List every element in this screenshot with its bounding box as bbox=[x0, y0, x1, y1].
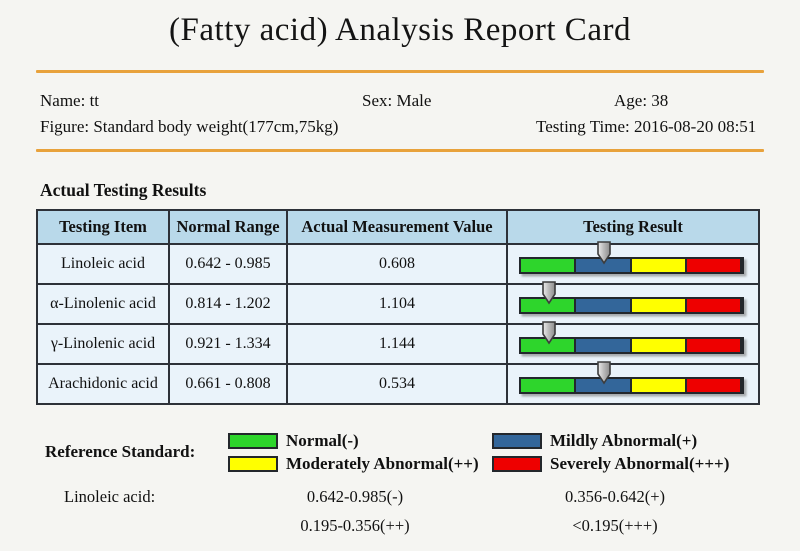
result-marker-icon bbox=[541, 281, 556, 305]
table-row: γ-Linolenic acid 0.921 - 1.334 1.144 bbox=[36, 321, 760, 365]
bar-segment-severely-abnormal bbox=[686, 379, 742, 392]
result-bar bbox=[519, 241, 744, 274]
legend-entry-label: Moderately Abnormal(++) bbox=[286, 454, 479, 473]
bar-segment-normal bbox=[521, 379, 577, 392]
mildly-abnormal-color-swatch bbox=[492, 433, 542, 449]
bar-segment-severely-abnormal bbox=[686, 299, 742, 312]
moderately-abnormal-color-swatch bbox=[228, 456, 278, 472]
col-header-testing-item: Testing Item bbox=[36, 209, 170, 245]
normal-color-swatch bbox=[228, 433, 278, 449]
measured-value-cell: 1.104 bbox=[286, 283, 508, 325]
legend-entry-moderately-abnormal: Moderately Abnormal(++) bbox=[228, 454, 479, 474]
legend-entry-mildly-abnormal: Mildly Abnormal(+) bbox=[492, 431, 697, 451]
testing-result-cell bbox=[506, 281, 760, 325]
legend-entry-label: Mildly Abnormal(+) bbox=[550, 431, 698, 450]
legend-entry-label: Severely Abnormal(+++) bbox=[550, 454, 730, 473]
bar-segment-mildly-abnormal bbox=[576, 379, 632, 392]
testing-item-cell: Linoleic acid bbox=[36, 243, 170, 285]
reference-standard-label: Reference Standard: bbox=[45, 442, 196, 461]
page-title: (Fatty acid) Analysis Report Card bbox=[169, 12, 631, 48]
table-header-row: Testing Item Normal Range Actual Measure… bbox=[36, 209, 760, 245]
measured-value-cell: 1.144 bbox=[286, 323, 508, 365]
legend-entry-normal: Normal(-) bbox=[228, 431, 359, 451]
table-row: α-Linolenic acid 0.814 - 1.202 1.104 bbox=[36, 281, 760, 325]
reference-item-label: Linoleic acid: bbox=[64, 487, 156, 506]
result-marker-icon bbox=[597, 361, 611, 385]
bar-segment-normal bbox=[521, 299, 577, 312]
testing-result-cell bbox=[506, 361, 760, 405]
testing-result-cell bbox=[506, 241, 760, 285]
measured-value-cell: 0.608 bbox=[286, 243, 508, 285]
patient-name: Name: tt bbox=[40, 91, 100, 110]
divider-info bbox=[36, 149, 764, 152]
legend-entry-label: Normal(-) bbox=[286, 431, 359, 450]
normal-range-cell: 0.921 - 1.334 bbox=[168, 323, 288, 365]
testing-item-cell: γ-Linolenic acid bbox=[36, 323, 170, 365]
patient-sex: Sex: Male bbox=[362, 91, 432, 110]
bar-segment-normal bbox=[521, 259, 577, 272]
measured-value-cell: 0.534 bbox=[286, 363, 508, 405]
testing-time: Testing Time: 2016-08-20 08:51 bbox=[536, 117, 757, 136]
bar-segment-mildly-abnormal bbox=[576, 299, 632, 312]
testing-result-cell bbox=[506, 321, 760, 365]
patient-age: Age: 38 bbox=[614, 91, 669, 110]
section-heading: Actual Testing Results bbox=[40, 180, 207, 200]
col-header-testing-result: Testing Result bbox=[506, 209, 760, 245]
bar-segment-severely-abnormal bbox=[686, 259, 742, 272]
normal-range-cell: 0.642 - 0.985 bbox=[168, 243, 288, 285]
table-row: Linoleic acid 0.642 - 0.985 0.608 bbox=[36, 241, 760, 285]
bar-segment-moderately-abnormal bbox=[631, 379, 687, 392]
table-row: Arachidonic acid 0.661 - 0.808 0.534 bbox=[36, 361, 760, 405]
bar-segment-normal bbox=[521, 339, 577, 352]
result-bar bbox=[519, 361, 744, 394]
bar-segment-moderately-abnormal bbox=[631, 299, 687, 312]
normal-range-cell: 0.814 - 1.202 bbox=[168, 283, 288, 325]
patient-figure: Figure: Standard body weight(177cm,75kg) bbox=[40, 117, 339, 136]
normal-range-cell: 0.661 - 0.808 bbox=[168, 363, 288, 405]
result-bar bbox=[519, 321, 744, 354]
bar-segment-mildly-abnormal bbox=[576, 259, 632, 272]
result-marker-icon bbox=[597, 241, 611, 265]
result-bar bbox=[519, 281, 744, 314]
reference-range-normal: 0.642-0.985(-) bbox=[306, 487, 404, 506]
bar-segment-mildly-abnormal bbox=[576, 339, 632, 352]
bar-segment-moderately-abnormal bbox=[631, 259, 687, 272]
legend-entry-severely-abnormal: Severely Abnormal(+++) bbox=[492, 454, 729, 474]
bar-segment-moderately-abnormal bbox=[631, 339, 687, 352]
reference-range-moderate: 0.195-0.356(++) bbox=[300, 516, 410, 535]
result-marker-icon bbox=[541, 321, 556, 345]
col-header-normal-range: Normal Range bbox=[168, 209, 288, 245]
bar-segment-severely-abnormal bbox=[686, 339, 742, 352]
results-table: Testing Item Normal Range Actual Measure… bbox=[36, 209, 760, 405]
testing-item-cell: Arachidonic acid bbox=[36, 363, 170, 405]
divider-title bbox=[36, 70, 764, 73]
col-header-measurement: Actual Measurement Value bbox=[286, 209, 508, 245]
reference-range-mild: 0.356-0.642(+) bbox=[564, 487, 666, 506]
testing-item-cell: α-Linolenic acid bbox=[36, 283, 170, 325]
severely-abnormal-color-swatch bbox=[492, 456, 542, 472]
reference-range-severe: <0.195(+++) bbox=[572, 516, 658, 535]
